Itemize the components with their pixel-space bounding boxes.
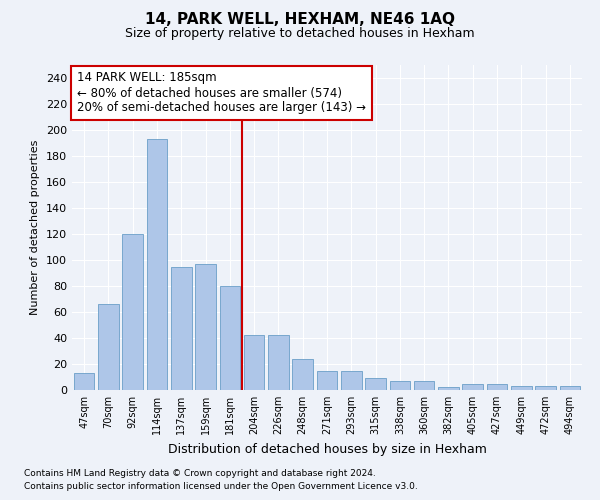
Bar <box>535 386 556 390</box>
Bar <box>244 336 265 390</box>
Bar <box>365 378 386 390</box>
Bar <box>122 234 143 390</box>
Bar <box>560 386 580 390</box>
Bar <box>268 336 289 390</box>
X-axis label: Distribution of detached houses by size in Hexham: Distribution of detached houses by size … <box>167 442 487 456</box>
Text: 14, PARK WELL, HEXHAM, NE46 1AQ: 14, PARK WELL, HEXHAM, NE46 1AQ <box>145 12 455 28</box>
Bar <box>389 381 410 390</box>
Text: Size of property relative to detached houses in Hexham: Size of property relative to detached ho… <box>125 28 475 40</box>
Y-axis label: Number of detached properties: Number of detached properties <box>31 140 40 315</box>
Text: Contains public sector information licensed under the Open Government Licence v3: Contains public sector information licen… <box>24 482 418 491</box>
Bar <box>511 386 532 390</box>
Bar <box>98 304 119 390</box>
Bar <box>146 139 167 390</box>
Bar <box>220 286 240 390</box>
Text: 14 PARK WELL: 185sqm
← 80% of detached houses are smaller (574)
20% of semi-deta: 14 PARK WELL: 185sqm ← 80% of detached h… <box>77 72 366 114</box>
Bar <box>171 266 191 390</box>
Bar <box>292 359 313 390</box>
Text: Contains HM Land Registry data © Crown copyright and database right 2024.: Contains HM Land Registry data © Crown c… <box>24 468 376 477</box>
Bar <box>195 264 216 390</box>
Bar <box>463 384 483 390</box>
Bar <box>438 388 459 390</box>
Bar <box>74 373 94 390</box>
Bar <box>487 384 508 390</box>
Bar <box>317 370 337 390</box>
Bar <box>341 370 362 390</box>
Bar <box>414 381 434 390</box>
